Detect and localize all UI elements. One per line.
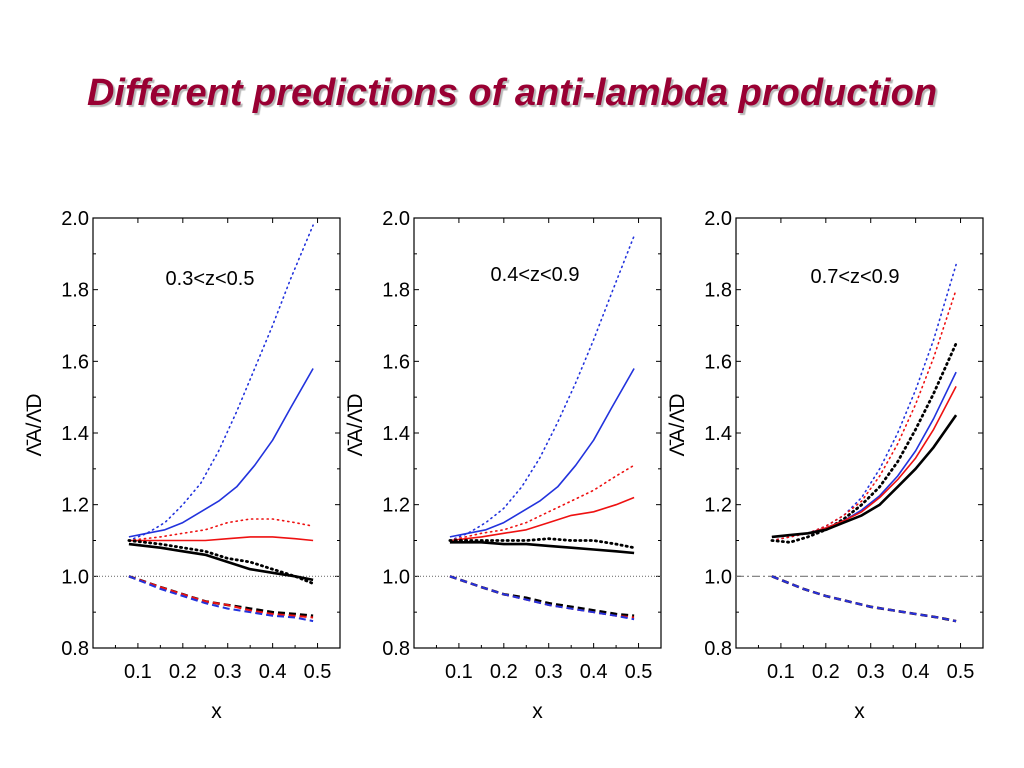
range-annotation: 0.7<z<0.9 xyxy=(811,266,900,288)
y-tick-label: 1.4 xyxy=(61,423,89,445)
y-axis-label: Λ̄A/Λ̄D xyxy=(344,393,367,456)
series-black-dotted xyxy=(770,341,958,544)
series-black-solid xyxy=(128,542,314,582)
x-tick-label: 0.1 xyxy=(767,661,795,683)
x-axis-label: x xyxy=(532,700,543,723)
y-tick-label: 1.2 xyxy=(704,495,732,517)
series-blue-dashed xyxy=(128,575,314,623)
chart-panel-2: 0.8 1.0 1.2 1.4 1.6 1.8 2.0 0.1 0.2 0.3 0.4 0.5 x Λ̄A… xyxy=(344,208,662,723)
chart-panel-3: 0.8 1.0 1.2 1.4 1.6 1.8 2.0 0.1 0.2 0.3 0.4 0.5 x Λ̄A… xyxy=(666,208,984,723)
x-tick-label: 0.2 xyxy=(169,661,197,683)
x-tick-label: 0.5 xyxy=(304,661,332,683)
x-tick-label: 0.3 xyxy=(214,661,242,683)
series-red-solid xyxy=(128,536,314,542)
y-tick-label: 1.6 xyxy=(61,351,89,373)
series-blue-solid xyxy=(128,368,314,538)
y-tick-label: 1.0 xyxy=(61,566,89,588)
slide-title: Different predictions of anti-lambda pro… xyxy=(86,72,938,114)
y-tick-label: 1.0 xyxy=(704,566,732,588)
y-tick-label: 1.4 xyxy=(382,423,410,445)
x-tick-label: 0.4 xyxy=(580,661,608,683)
range-annotation: 0.3<z<0.5 xyxy=(166,268,255,290)
chart-panel-1: 0.8 1.0 1.2 1.4 1.6 1.8 2.0 0.1 0.2 0.3 0.4 0.5 x Λ̄A… xyxy=(23,208,341,723)
x-tick-label: 0.3 xyxy=(857,661,885,683)
x-axis-label: x xyxy=(211,700,222,723)
x-tick-label: 0.2 xyxy=(812,661,840,683)
range-annotation: 0.4<z<0.9 xyxy=(491,264,580,286)
y-tick-label: 1.4 xyxy=(704,423,732,445)
series-black-solid xyxy=(449,540,635,555)
x-tick-label: 0.1 xyxy=(124,661,152,683)
y-tick-label: 1.6 xyxy=(382,351,410,373)
y-tick-label: 1.8 xyxy=(61,280,89,302)
y-axis-label: Λ̄A/Λ̄D xyxy=(23,393,46,456)
series-black-dashed xyxy=(128,575,314,618)
y-tick-label: 1.8 xyxy=(382,280,410,302)
y-tick-label: 2.0 xyxy=(382,208,410,230)
y-tick-label: 0.8 xyxy=(704,638,732,660)
x-tick-label: 0.5 xyxy=(625,661,653,683)
x-tick-label: 0.4 xyxy=(902,661,930,683)
x-tick-label: 0.4 xyxy=(259,661,287,683)
series-black-solid xyxy=(771,414,958,539)
y-tick-label: 1.2 xyxy=(382,495,410,517)
series-black-dashed xyxy=(449,575,635,618)
series-red-dashed xyxy=(771,575,957,623)
y-tick-label: 2.0 xyxy=(704,208,732,230)
y-tick-label: 1.0 xyxy=(382,566,410,588)
series-black-dotted xyxy=(448,537,636,550)
y-tick-label: 1.6 xyxy=(704,351,732,373)
series-red-dotted xyxy=(449,464,635,542)
y-tick-label: 0.8 xyxy=(382,638,410,660)
x-tick-label: 0.5 xyxy=(947,661,975,683)
series-blue-dashed xyxy=(771,575,957,623)
series-red-solid xyxy=(449,496,635,542)
series-blue-dashed xyxy=(449,575,635,621)
y-tick-label: 0.8 xyxy=(61,638,89,660)
series-red-dotted xyxy=(128,518,314,542)
series-blue-dotted xyxy=(449,235,635,542)
series-blue-solid xyxy=(449,368,635,538)
x-tick-label: 0.2 xyxy=(490,661,518,683)
x-axis-label: x xyxy=(854,700,865,723)
series-black-dashed xyxy=(771,575,957,623)
y-tick-label: 1.8 xyxy=(704,280,732,302)
y-axis-label: Λ̄A/Λ̄D xyxy=(666,393,689,456)
x-tick-label: 0.3 xyxy=(535,661,563,683)
x-tick-label: 0.1 xyxy=(445,661,473,683)
y-tick-label: 1.2 xyxy=(61,495,89,517)
y-tick-label: 2.0 xyxy=(61,208,89,230)
series-red-dashed xyxy=(128,575,314,619)
series-blue-dotted xyxy=(128,224,314,542)
